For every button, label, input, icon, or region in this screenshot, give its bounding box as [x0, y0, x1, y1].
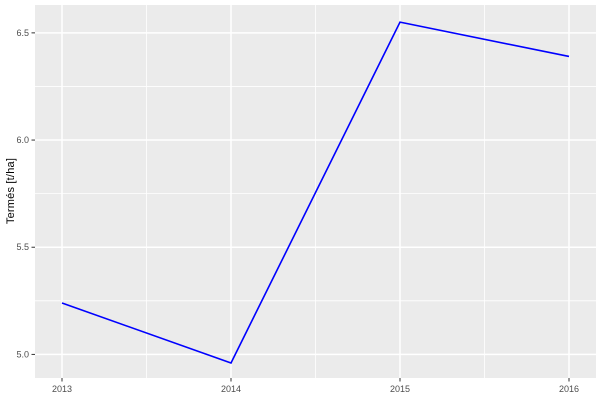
data-line	[61, 21, 570, 364]
x-tick-label: 2014	[221, 384, 241, 394]
x-tick-label: 2015	[390, 384, 410, 394]
x-tick-label: 2013	[52, 384, 72, 394]
x-tick-label: 2016	[559, 384, 579, 394]
y-axis-title: Termés [t/ha]	[5, 157, 17, 225]
y-tick-label: 6.5	[16, 28, 29, 38]
y-tick-label: 6.0	[16, 135, 29, 145]
y-tick-label: 5.0	[16, 349, 29, 359]
y-tick-label: 5.5	[16, 242, 29, 252]
